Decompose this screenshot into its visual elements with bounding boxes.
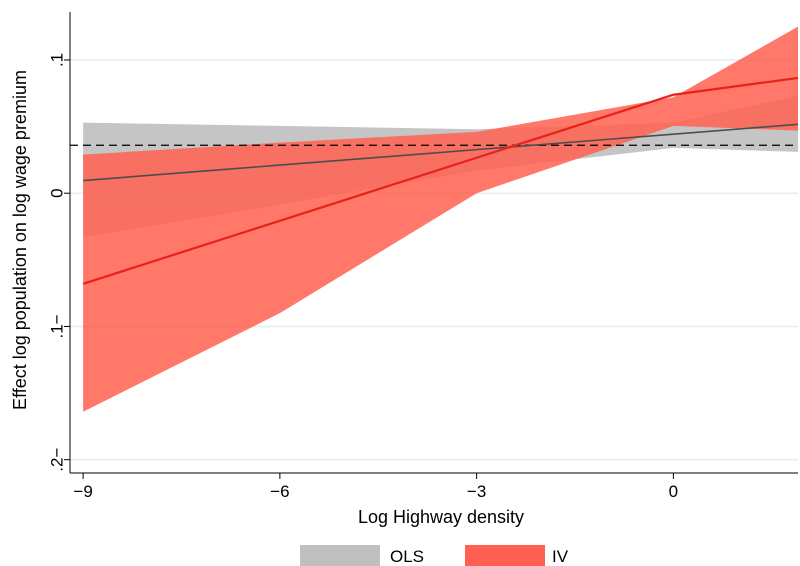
line-layer [82,76,799,285]
axis-layer: −9 −6 −3 0 .2− .1− 0 .1 [48,12,798,501]
legend-label-iv: IV [552,547,569,566]
x-tick-label-3: 0 [669,482,678,501]
legend-swatch-ols [300,545,380,566]
line-iv [82,76,799,285]
y-tick-label-0: .2− [48,448,67,472]
y-tick-label-3: .1 [48,53,67,67]
legend-swatch-iv [465,545,545,566]
legend: OLS IV [300,545,569,566]
y-axis-title: Effect log population on log wage premiu… [10,70,30,410]
x-tick-label-1: −6 [270,482,289,501]
x-tick-label-0: −9 [73,482,92,501]
y-tick-label-2: 0 [48,188,67,197]
y-tick-label-1: .1− [48,314,67,338]
legend-label-ols: OLS [390,547,424,566]
x-axis-title: Log Highway density [358,507,524,527]
band-layer [83,26,798,412]
x-tick-label-2: −3 [467,482,486,501]
line-ols [83,123,799,182]
band-iv [83,26,798,412]
